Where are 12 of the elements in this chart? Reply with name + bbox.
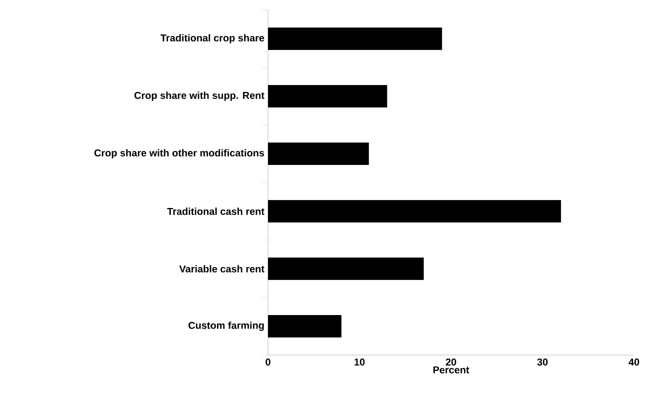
x-tick-label: 30 [537, 358, 548, 366]
x-axis-title: Percent [433, 366, 470, 374]
y-tick-label: Variable cash rent [179, 265, 264, 272]
y-tick-label: Crop share with supp. Rent [134, 92, 264, 101]
y-tick-label: Crop share with other modifications [94, 149, 264, 158]
x-tick-label: 10 [354, 358, 365, 366]
x-tick-label: 0 [266, 358, 270, 366]
x-tick-label: 20 [446, 358, 456, 366]
y-tick-label: Custom farming [188, 322, 264, 331]
x-tick-label: 40 [628, 358, 640, 366]
y-tick-label: Traditional crop share [160, 34, 264, 44]
y-tick-label: Traditional cash rent [167, 208, 264, 215]
